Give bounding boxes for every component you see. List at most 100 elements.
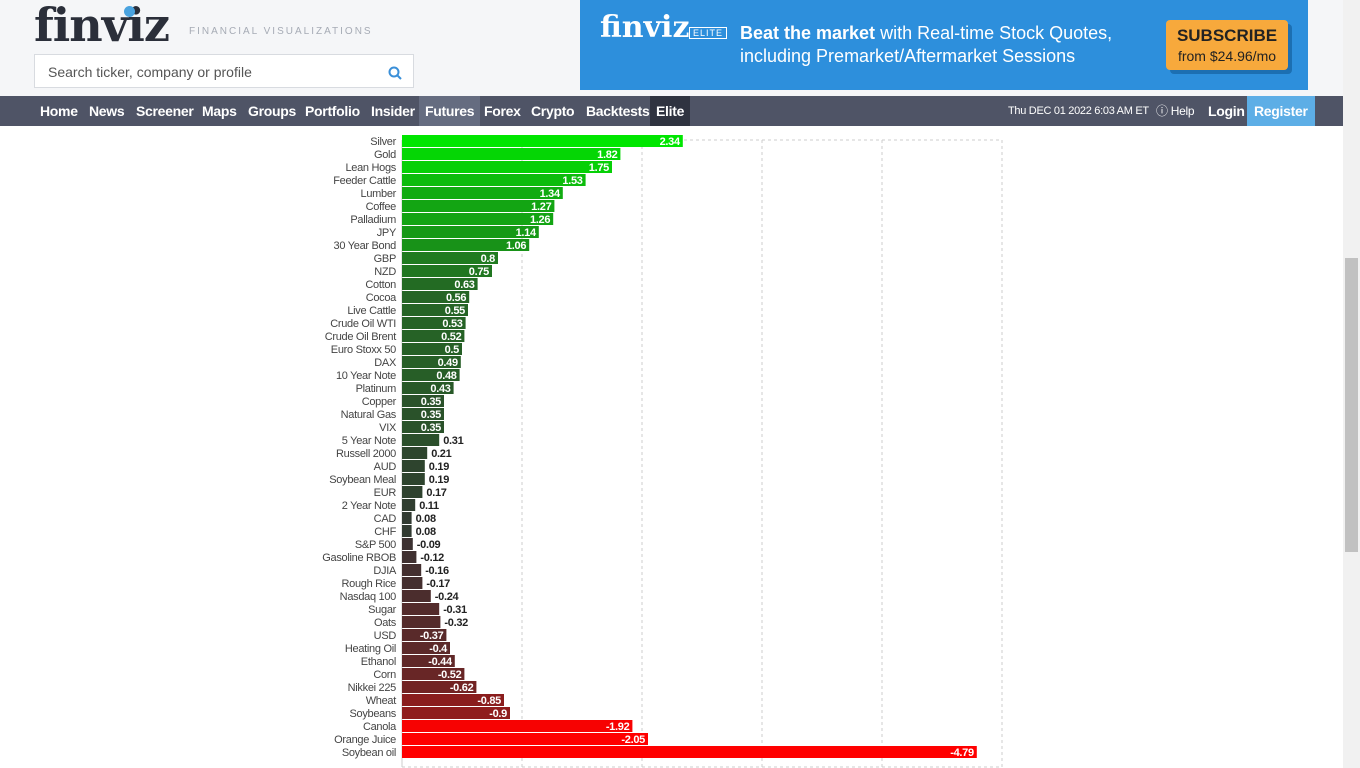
banner-logo: finviz <box>600 10 690 45</box>
value-label: 0.35 <box>421 422 441 434</box>
category-label: Sugar <box>368 604 396 616</box>
value-label: 0.52 <box>441 331 461 343</box>
help-label: Help <box>1170 104 1195 118</box>
category-label: DJIA <box>373 565 397 577</box>
nav-item[interactable]: News <box>89 103 125 119</box>
nav-item[interactable]: Elite <box>650 96 691 126</box>
category-label: Orange Juice <box>334 734 396 746</box>
nav-item[interactable]: Forex <box>484 103 521 119</box>
bar <box>402 265 492 277</box>
category-label: GBP <box>374 253 396 265</box>
value-label: 0.5 <box>445 344 460 356</box>
bar <box>402 499 416 511</box>
category-label: S&P 500 <box>355 539 396 551</box>
bar <box>402 538 413 550</box>
category-label: Heating Oil <box>345 643 396 655</box>
login[interactable]: Login <box>1208 103 1245 119</box>
value-label: -0.52 <box>438 669 462 681</box>
subscribe-button[interactable]: SUBSCRIBE from $24.96/mo <box>1166 20 1288 70</box>
value-label: 0.56 <box>446 292 466 304</box>
value-label: 1.34 <box>540 188 561 200</box>
register[interactable]: Register <box>1247 96 1315 126</box>
value-label: -0.44 <box>428 656 453 668</box>
banner-badge: ELITE <box>689 27 728 39</box>
bar <box>402 434 440 446</box>
category-label: Palladium <box>350 214 396 226</box>
banner-bold: Beat the market <box>740 23 876 43</box>
banner-line: Beat the market with Real-time Stock Quo… <box>740 23 1112 44</box>
category-label: Soybeans <box>349 708 396 720</box>
bar <box>402 395 444 407</box>
category-label: Coffee <box>366 201 397 213</box>
category-label: Lean Hogs <box>345 162 396 174</box>
bar <box>402 512 412 524</box>
category-label: Nasdaq 100 <box>340 591 397 603</box>
category-label: 30 Year Bond <box>334 240 397 252</box>
nav-item[interactable]: Home <box>40 103 78 119</box>
bar <box>402 135 683 147</box>
value-label: -0.9 <box>489 708 507 720</box>
bar <box>402 603 440 615</box>
bar <box>402 317 466 329</box>
bar <box>402 551 417 563</box>
button-price: from $24.96/mo <box>1177 48 1277 64</box>
bar <box>402 239 530 251</box>
help[interactable]: ⓘ Help <box>1156 104 1195 118</box>
category-label: Canola <box>363 721 397 733</box>
category-label: Gasoline RBOB <box>322 552 396 564</box>
bar <box>402 460 425 472</box>
bar <box>402 694 504 706</box>
bar <box>402 564 422 576</box>
category-label: Live Cattle <box>347 305 396 317</box>
bar <box>402 733 648 745</box>
nav-item[interactable]: Maps <box>202 103 237 119</box>
nav-bar: Thu DEC 01 2022 6:03 AM ET ⓘ Help Login … <box>0 96 1343 126</box>
scroll-thumb[interactable] <box>1345 258 1358 552</box>
nav-item[interactable]: Crypto <box>531 103 575 119</box>
bar <box>402 616 441 628</box>
nav-item[interactable]: Groups <box>248 103 296 119</box>
category-label: Natural Gas <box>341 409 397 421</box>
nav-item[interactable]: Portfolio <box>305 103 360 119</box>
bar <box>402 746 977 758</box>
category-label: 2 Year Note <box>342 500 396 512</box>
search-box[interactable]: Search ticker, company or profile <box>34 54 414 88</box>
nav-item[interactable]: Backtests <box>586 103 650 119</box>
value-label: -2.05 <box>621 734 645 746</box>
ad-banner[interactable]: finviz ELITE Beat the market with Real-t… <box>580 0 1308 90</box>
bar <box>402 382 454 394</box>
category-label: Silver <box>370 136 396 148</box>
value-label: 0.11 <box>419 500 439 512</box>
category-label: JPY <box>377 227 397 239</box>
search-placeholder: Search ticker, company or profile <box>48 64 252 80</box>
nav-item[interactable]: Futures <box>419 96 481 126</box>
category-label: Crude Oil WTI <box>330 318 396 330</box>
value-label: 1.53 <box>562 175 582 187</box>
datetime: Thu DEC 01 2022 6:03 AM ET <box>1008 105 1149 117</box>
bar <box>402 161 612 173</box>
bar <box>402 174 586 186</box>
category-label: CHF <box>374 526 396 538</box>
logo[interactable]: finviz <box>34 0 170 52</box>
value-label: -0.4 <box>429 643 448 655</box>
nav-item[interactable]: Insider <box>371 103 415 119</box>
bar <box>402 148 621 160</box>
nav-item[interactable]: Screener <box>136 103 194 119</box>
bar <box>402 252 498 264</box>
category-label: 5 Year Note <box>342 435 396 447</box>
value-label: -0.16 <box>425 565 449 577</box>
value-label: 0.8 <box>481 253 496 265</box>
value-label: -0.62 <box>450 682 474 694</box>
bar <box>402 681 477 693</box>
bar <box>402 590 431 602</box>
category-label: Ethanol <box>361 656 396 668</box>
value-label: -0.12 <box>420 552 444 564</box>
value-label: 1.27 <box>531 201 551 213</box>
bar <box>402 356 461 368</box>
category-label: Nikkei 225 <box>348 682 397 694</box>
banner-rest: with Real-time Stock Quotes, <box>880 23 1113 43</box>
category-label: DAX <box>374 357 397 369</box>
value-label: 0.19 <box>429 461 449 473</box>
bar <box>402 486 423 498</box>
category-label: CAD <box>374 513 397 525</box>
